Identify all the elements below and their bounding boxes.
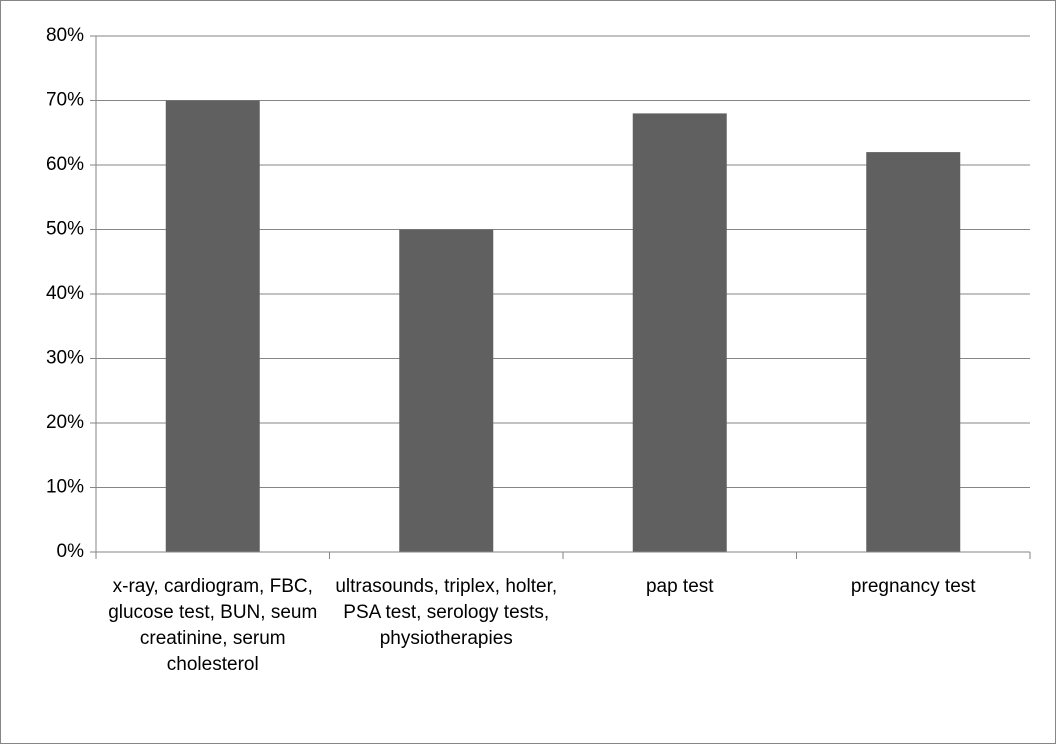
x-tick-label: ultrasounds, triplex, holter, PSA test, … [335, 576, 558, 649]
bar [632, 113, 727, 553]
y-tick-label: 0% [57, 541, 85, 562]
y-tick-label: 80% [46, 25, 84, 46]
y-tick-label: 10% [46, 477, 84, 498]
x-tick-label: pregnancy test [850, 576, 976, 597]
y-tick-label: 70% [46, 90, 84, 111]
y-tick-label: 60% [46, 154, 84, 175]
x-tick-label: x-ray, cardiogram, FBC, glucose test, BU… [108, 576, 318, 675]
bar [399, 229, 494, 552]
x-tick-label: pap test [645, 576, 714, 597]
y-tick-label: 50% [46, 219, 84, 240]
y-tick-label: 30% [46, 348, 84, 369]
bar [165, 100, 260, 552]
y-tick-label: 40% [46, 283, 84, 304]
y-tick-label: 20% [46, 412, 84, 433]
bar [866, 152, 961, 552]
